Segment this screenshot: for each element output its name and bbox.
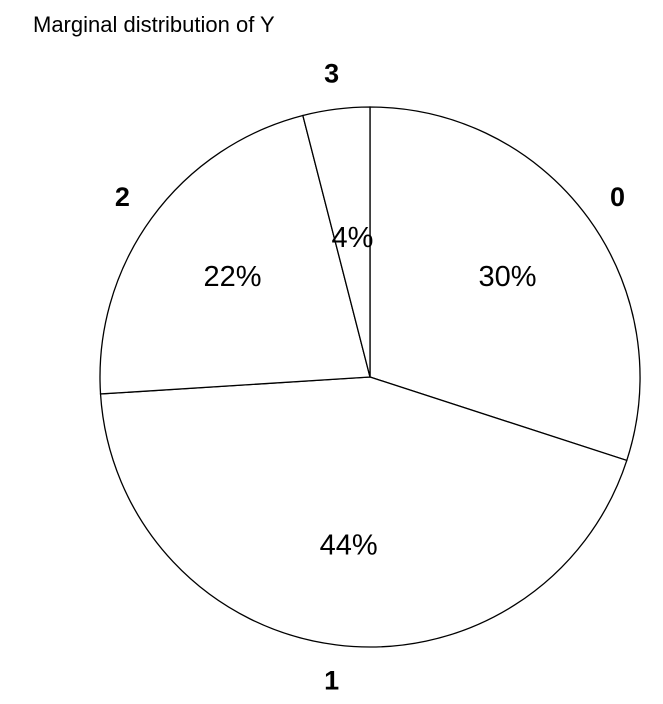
pie-slice-3 — [302, 106, 371, 378]
pie-slice-1 — [99, 376, 628, 648]
pie-slice-0 — [369, 106, 641, 462]
slice-percent-label-3: 4% — [331, 222, 373, 254]
slice-category-label-1: 1 — [324, 666, 339, 696]
chart-title: Marginal distribution of Y — [33, 12, 275, 37]
pie-slices — [99, 106, 641, 648]
pie-slice-2 — [99, 114, 371, 395]
pie-labels: 30% 0 44% 1 22% 2 4% 3 — [115, 58, 625, 695]
slice-category-label-2: 2 — [115, 182, 130, 212]
slice-percent-label-0: 30% — [479, 261, 537, 293]
slice-category-label-0: 0 — [610, 182, 625, 212]
slice-category-label-3: 3 — [324, 58, 339, 88]
slice-percent-label-1: 44% — [320, 530, 378, 562]
slice-percent-label-2: 22% — [203, 261, 261, 293]
